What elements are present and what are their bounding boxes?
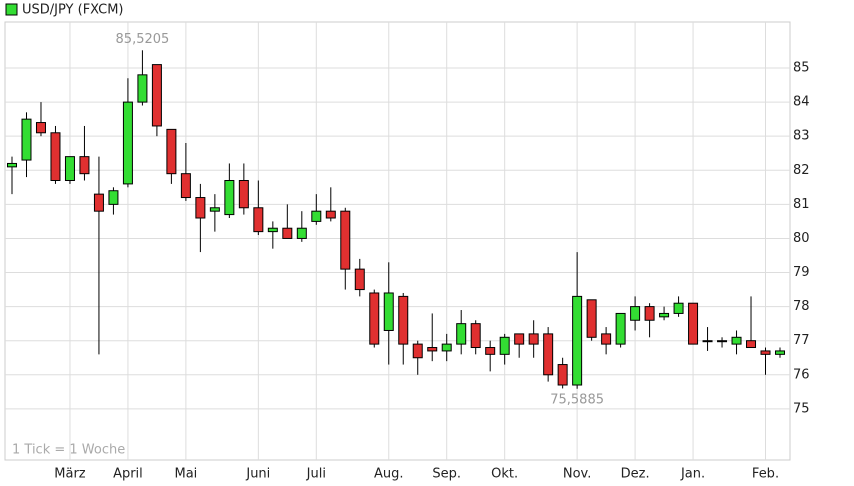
y-tick-label: 82	[793, 163, 810, 178]
y-tick-label: 78	[793, 299, 810, 314]
candle-body	[688, 302, 699, 345]
candle-body	[412, 343, 423, 359]
candle-body	[151, 64, 162, 127]
candle-body	[180, 173, 191, 199]
candle-body	[79, 156, 90, 175]
candle-body	[586, 299, 597, 338]
candle-body	[35, 122, 46, 134]
candle-body	[21, 118, 32, 161]
x-tick-label: Mai	[174, 467, 197, 482]
candle-body	[499, 336, 510, 355]
candle-body	[311, 210, 322, 222]
x-tick-label: März	[54, 467, 86, 482]
x-tick-label: Aug.	[374, 467, 404, 482]
candle-body	[557, 364, 568, 386]
y-tick-label: 75	[793, 401, 810, 416]
y-tick-label: 80	[793, 231, 810, 246]
candle-body	[717, 340, 728, 343]
candle-body	[601, 333, 612, 345]
candle-body	[108, 190, 119, 205]
candle-body	[543, 333, 554, 376]
candle-body	[383, 292, 394, 331]
candle-body	[137, 74, 148, 103]
candle-body	[325, 210, 336, 219]
y-tick-label: 85	[793, 61, 810, 76]
candle-body	[528, 333, 539, 345]
candle-body	[209, 207, 220, 212]
candle-body	[253, 207, 264, 233]
candle-body	[659, 312, 670, 318]
y-tick-label: 81	[793, 197, 810, 212]
candle-body	[615, 312, 626, 345]
candle-body	[746, 340, 757, 349]
candle-body	[267, 227, 278, 233]
candle-body	[572, 295, 583, 386]
x-tick-label: Jan.	[680, 467, 705, 482]
candle-body	[224, 179, 235, 216]
candle-body	[456, 323, 467, 345]
candle-body	[296, 227, 307, 239]
candle-body	[64, 156, 75, 181]
candle-body	[354, 268, 365, 291]
x-tick-label: Nov.	[563, 467, 592, 482]
candle-body	[775, 350, 785, 355]
candle-body	[760, 350, 771, 355]
legend-label: USD/JPY (FXCM)	[22, 3, 124, 18]
candle-body	[702, 340, 713, 343]
candle-body	[282, 227, 293, 239]
x-tick-label: Feb.	[752, 467, 779, 482]
candle-body	[514, 333, 525, 345]
plot-area	[4, 21, 791, 461]
candle-body	[340, 210, 351, 270]
y-tick-label: 76	[793, 367, 810, 382]
y-tick-label: 79	[793, 265, 810, 280]
y-tick-label: 84	[793, 95, 810, 110]
candle-body	[93, 193, 104, 212]
candle-body	[238, 179, 249, 209]
x-tick-label: Juli	[306, 467, 326, 482]
x-tick-label: Juni	[245, 467, 270, 482]
x-tick-label: Dez.	[621, 467, 650, 482]
annotation: 85,5205	[116, 32, 170, 47]
candle-body	[195, 197, 206, 219]
candle-body	[644, 306, 655, 321]
candle-body	[369, 292, 380, 345]
candle-body	[427, 347, 438, 352]
candle-body	[7, 162, 17, 168]
candle-body	[731, 336, 742, 345]
candle-body	[50, 132, 61, 181]
candle-body	[630, 306, 641, 321]
candle-body	[470, 323, 481, 349]
legend-swatch	[5, 3, 18, 16]
annotation: 75,5885	[550, 392, 604, 407]
x-tick-label: Sep.	[432, 467, 461, 482]
candle-body	[398, 295, 409, 345]
y-tick-label: 83	[793, 129, 810, 144]
candle-body	[122, 101, 133, 185]
candle-body	[441, 343, 452, 352]
candle-body	[673, 302, 684, 314]
note: 1 Tick = 1 Woche	[12, 443, 125, 458]
candle-body	[485, 347, 496, 355]
x-tick-label: April	[113, 467, 143, 482]
candle-body	[166, 128, 177, 175]
x-tick-label: Okt.	[491, 467, 518, 482]
y-tick-label: 77	[793, 333, 810, 348]
